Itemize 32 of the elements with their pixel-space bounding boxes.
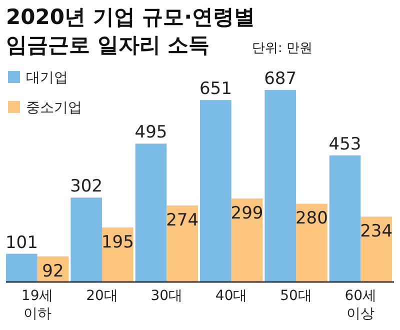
data-label: 280: [295, 208, 328, 229]
bar: [6, 254, 38, 282]
x-tick-label: 40대: [215, 288, 248, 304]
bar: [231, 198, 263, 282]
data-label: 195: [101, 232, 134, 252]
data-label: 101: [5, 232, 38, 253]
bar: [70, 198, 102, 282]
data-label: 299: [230, 203, 264, 224]
data-label: 92: [42, 261, 64, 282]
data-label: 302: [70, 176, 103, 197]
x-tick-label: 50대: [280, 288, 312, 304]
bar: [135, 144, 167, 282]
bar: [200, 100, 232, 282]
x-tick-label: 19세 이하: [21, 288, 54, 322]
bar: [166, 205, 198, 282]
bar: [360, 216, 392, 282]
legend-label: 중소기업: [26, 100, 82, 116]
x-tick-label: 30대: [150, 288, 183, 304]
data-label: 453: [328, 134, 362, 154]
bar: [329, 155, 361, 282]
bar: [264, 90, 296, 282]
bar: [102, 228, 134, 282]
data-label: 274: [166, 210, 199, 230]
bar: [296, 204, 328, 282]
x-tick-label: 60세 이상: [344, 288, 377, 322]
data-label: 651: [199, 79, 232, 100]
data-label: 495: [134, 122, 168, 143]
legend-label: 대기업: [26, 70, 68, 86]
data-label: 234: [360, 222, 393, 242]
chart-subtitle: 단위: 만원: [252, 41, 313, 56]
x-tick-label: 20대: [86, 288, 118, 304]
data-label: 687: [264, 69, 297, 89]
